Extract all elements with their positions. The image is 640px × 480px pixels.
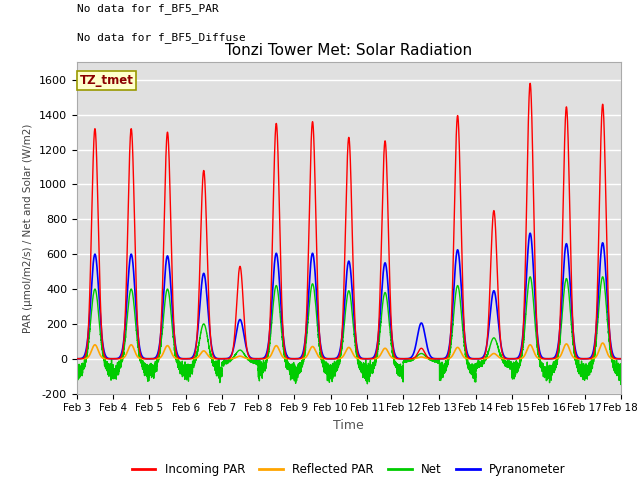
Text: No data for f_BF5_PAR: No data for f_BF5_PAR	[77, 3, 218, 14]
Title: Tonzi Tower Met: Solar Radiation: Tonzi Tower Met: Solar Radiation	[225, 44, 472, 59]
Legend: Incoming PAR, Reflected PAR, Net, Pyranometer: Incoming PAR, Reflected PAR, Net, Pyrano…	[127, 458, 571, 480]
Text: No data for f_BF5_Diffuse: No data for f_BF5_Diffuse	[77, 33, 246, 44]
X-axis label: Time: Time	[333, 419, 364, 432]
Y-axis label: PAR (μmol/m2/s) / Net and Solar (W/m2): PAR (μmol/m2/s) / Net and Solar (W/m2)	[24, 123, 33, 333]
Text: TZ_tmet: TZ_tmet	[79, 74, 133, 87]
